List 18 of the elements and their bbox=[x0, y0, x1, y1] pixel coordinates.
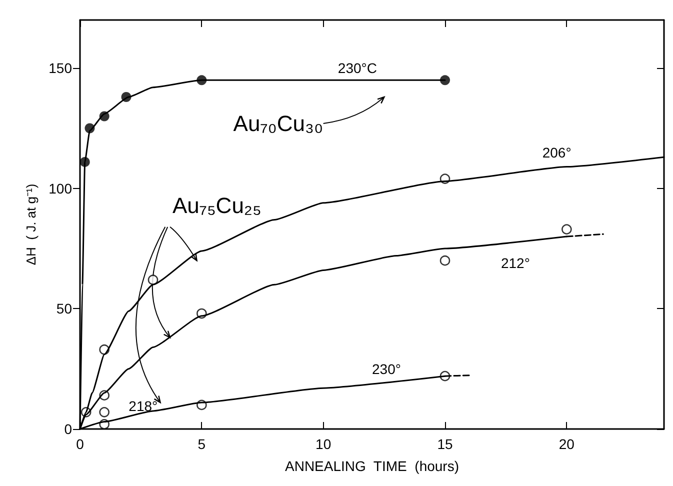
annotation: 212° bbox=[500, 254, 530, 271]
annotation: 218° bbox=[128, 398, 158, 414]
y-tick-label: 0 bbox=[64, 421, 72, 437]
y-axis-title: ΔH ( J. at g⁻¹) bbox=[24, 184, 39, 266]
y-tick-label: 150 bbox=[48, 60, 72, 76]
annotation: 230° bbox=[372, 360, 401, 377]
x-tick-label: 15 bbox=[437, 436, 453, 452]
x-tick-label: 10 bbox=[316, 436, 332, 452]
annotation: Au₇₅Cu₂₅ bbox=[172, 192, 262, 218]
annotation: 206° bbox=[542, 144, 572, 160]
x-tick-label: 5 bbox=[198, 436, 206, 452]
y-tick-label: 100 bbox=[48, 180, 72, 196]
annotation: 230°C bbox=[338, 60, 378, 76]
x-tick-label: 0 bbox=[76, 436, 84, 452]
annotation: Au₇₀Cu₃₀ bbox=[233, 110, 324, 136]
y-tick-label: 50 bbox=[56, 300, 72, 317]
x-tick-label: 20 bbox=[558, 436, 575, 452]
x-axis-title: ANNEALING TIME (hours) bbox=[284, 458, 460, 474]
